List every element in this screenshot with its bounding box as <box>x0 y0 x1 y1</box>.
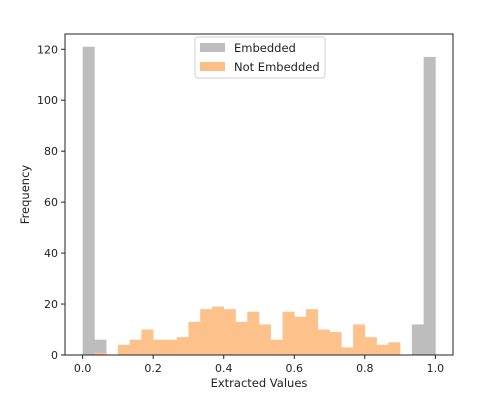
x-tick-label: 0.0 <box>74 362 92 375</box>
x-tick-label: 0.4 <box>215 362 233 375</box>
y-tick-label: 120 <box>37 43 58 56</box>
not-embedded-bar <box>388 342 401 355</box>
not-embedded-bar <box>153 339 166 355</box>
y-tick-label: 80 <box>44 145 58 158</box>
not-embedded-bar <box>164 339 178 355</box>
not-embedded-bar <box>282 311 295 355</box>
x-tick-label: 0.8 <box>356 362 374 375</box>
not-embedded-bar <box>317 329 330 355</box>
not-embedded-bar <box>141 329 154 355</box>
embedded-bars <box>82 46 436 356</box>
not-embedded-bar <box>211 306 225 355</box>
x-tick-label: 0.2 <box>144 362 162 375</box>
not-embedded-bar <box>259 324 272 355</box>
not-embedded-bar <box>200 309 213 355</box>
y-tick-label: 60 <box>44 196 58 209</box>
y-tick-label: 20 <box>44 298 58 311</box>
not-embedded-bar <box>341 347 354 355</box>
embedded-bar <box>411 324 424 355</box>
not-embedded-bar <box>188 321 201 355</box>
not-embedded-bar <box>94 352 107 355</box>
y-tick-label: 0 <box>51 349 58 362</box>
not-embedded-bar <box>247 311 260 355</box>
x-axis-ticks: 0.0 0.2 0.4 0.6 0.8 1.0 <box>74 355 444 375</box>
y-tick-label: 100 <box>37 94 58 107</box>
x-tick-label: 0.6 <box>286 362 304 375</box>
not-embedded-bar <box>353 324 366 355</box>
not-embedded-bar <box>364 337 377 355</box>
y-axis-ticks: 0 20 40 60 80 100 120 <box>37 43 65 362</box>
not-embedded-bars <box>94 306 401 355</box>
not-embedded-bar <box>376 344 389 355</box>
legend-label-not-embedded: Not Embedded <box>234 60 320 74</box>
not-embedded-bar <box>329 332 342 355</box>
x-axis-label: Extracted Values <box>211 376 308 390</box>
not-embedded-bar <box>270 339 283 355</box>
not-embedded-bar <box>306 309 319 355</box>
legend-swatch-embedded <box>200 43 225 52</box>
not-embedded-bar <box>176 337 189 355</box>
y-axis-label: Frequency <box>18 165 32 225</box>
not-embedded-bar <box>223 309 236 355</box>
legend-box <box>194 36 326 79</box>
y-tick-label: 40 <box>44 247 58 260</box>
plot-frame <box>64 33 454 356</box>
embedded-bar <box>423 56 436 356</box>
not-embedded-bar <box>129 339 142 355</box>
embedded-bar <box>94 339 107 355</box>
x-tick-label: 1.0 <box>427 362 445 375</box>
not-embedded-bar <box>294 316 307 355</box>
not-embedded-bar <box>235 321 248 355</box>
not-embedded-bar <box>117 344 130 355</box>
legend-swatch-not-embedded <box>200 62 225 71</box>
legend: Embedded Not Embedded <box>194 36 326 79</box>
legend-label-embedded: Embedded <box>234 41 296 55</box>
embedded-bar <box>82 46 95 356</box>
